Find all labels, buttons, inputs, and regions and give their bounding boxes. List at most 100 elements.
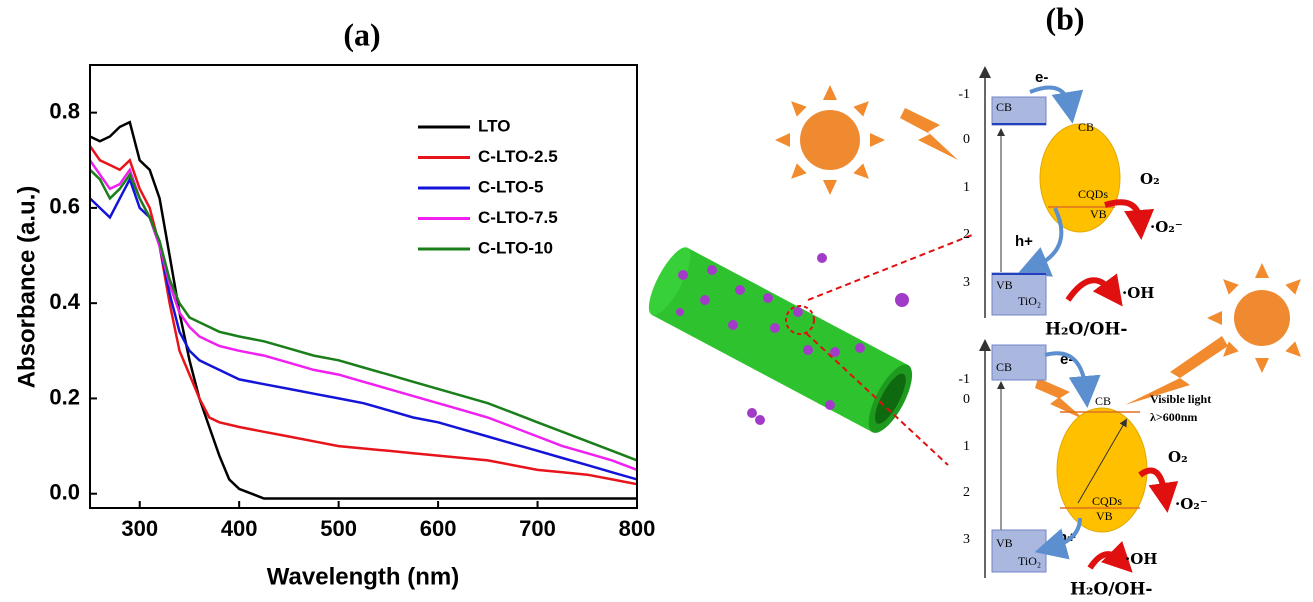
- dot: [676, 308, 684, 316]
- body: (a) Wavelength (nm) Absorbance (a.u.) 0.…: [0, 0, 1313, 602]
- sun-disc: [1234, 290, 1290, 346]
- cb-label: CB: [996, 360, 1012, 374]
- y-tick-label: 0.8: [49, 98, 80, 123]
- y-axis-title: Absorbance (a.u.): [13, 186, 40, 389]
- legend-label: LTO: [478, 116, 510, 135]
- cqd-label: CQDs: [1078, 187, 1108, 201]
- dot: [855, 343, 865, 353]
- ray: [853, 163, 874, 184]
- oxidation-arrow: [1068, 280, 1112, 300]
- dot: [735, 285, 745, 295]
- dot: [728, 320, 738, 330]
- hydroxyl: ·OH: [1122, 284, 1154, 302]
- dot: [770, 323, 780, 333]
- cqd-label: CQDs: [1092, 494, 1122, 508]
- wavelength-label: λ>600nm: [1150, 410, 1197, 424]
- cqd: [1040, 124, 1120, 232]
- superoxide: ·O₂⁻: [1175, 495, 1208, 513]
- dot: [817, 253, 827, 263]
- level-label: 2: [963, 485, 970, 500]
- ray: [1255, 358, 1269, 373]
- zoom-line: [808, 235, 972, 300]
- tio2-label: TiO₂: [1018, 554, 1041, 568]
- vb-label: VB: [996, 278, 1013, 292]
- water: H₂O/OH-: [1070, 580, 1152, 600]
- ray: [786, 96, 807, 117]
- series-line: [90, 146, 637, 484]
- dot: [763, 293, 773, 303]
- superoxide: ·O₂⁻: [1150, 218, 1183, 236]
- oxidation-arrow: [1090, 554, 1120, 568]
- x-tick-label: 400: [221, 516, 258, 541]
- lightning: [900, 108, 958, 160]
- y-tick-label: 0.4: [49, 289, 80, 314]
- vb-label: VB: [996, 536, 1013, 550]
- level-label: 3: [963, 275, 970, 290]
- hole: h+: [1015, 233, 1033, 250]
- ray: [823, 180, 837, 195]
- diagram: (b): [641, 0, 1306, 599]
- dot: [700, 295, 710, 305]
- level-label: 0: [963, 392, 970, 407]
- water: H₂O/OH-: [1045, 320, 1127, 340]
- y-tick-label: 0.2: [49, 384, 80, 409]
- panel-label: (b): [1045, 0, 1084, 36]
- x-tick-label: 500: [320, 516, 357, 541]
- plot: 0.0 0.2 0.4 0.6 0.8 300 400 500 600 700 800 LTO C-LT…: [49, 98, 655, 540]
- ray: [823, 85, 837, 100]
- dot: [895, 293, 909, 307]
- hole-arrow: [1032, 208, 1061, 268]
- ray: [1285, 341, 1306, 362]
- x-axis-title: Wavelength (nm): [267, 563, 459, 590]
- level-label: 2: [963, 227, 970, 242]
- hydroxyl: ·OH: [1125, 550, 1157, 568]
- figure: (a) Wavelength (nm) Absorbance (a.u.) 0.…: [0, 0, 1313, 602]
- level-label: 1: [963, 439, 970, 454]
- tio2-label: TiO₂: [1018, 294, 1041, 308]
- vb-label: VB: [1096, 509, 1113, 523]
- sun-disc: [800, 110, 860, 170]
- x-tick-label: 700: [519, 516, 556, 541]
- level-label: 0: [963, 132, 970, 147]
- electron: e-: [1035, 69, 1048, 86]
- dot: [747, 408, 757, 418]
- chart-title: (a): [343, 16, 380, 52]
- dot: [755, 415, 765, 425]
- vb-label: VB: [1090, 207, 1107, 221]
- ray: [1207, 311, 1222, 325]
- cb-label: CB: [1095, 394, 1111, 408]
- lightning: [1035, 378, 1085, 420]
- oxygen: O₂: [1140, 170, 1160, 188]
- cb-label: CB: [996, 100, 1012, 114]
- ray: [853, 96, 874, 117]
- legend-label: C-LTO-7.5: [478, 208, 558, 227]
- sun: [1207, 263, 1306, 373]
- cb-label: CB: [1078, 120, 1094, 134]
- tube-body: [652, 248, 908, 432]
- ray: [1255, 263, 1269, 278]
- y-tick-label: 0.0: [49, 480, 80, 505]
- dot: [803, 345, 813, 355]
- ray: [870, 133, 885, 147]
- page: {"chart_data": {"type": "line", "title":…: [0, 0, 1313, 602]
- legend-label: C-LTO-2.5: [478, 147, 558, 166]
- ray: [1285, 274, 1306, 295]
- x-tick-label: 800: [619, 516, 656, 541]
- dot: [825, 400, 835, 410]
- y-tick-label: 0.6: [49, 194, 80, 219]
- dot: [793, 307, 803, 317]
- light-label: Visible light: [1150, 392, 1211, 406]
- sun: [775, 85, 885, 195]
- level-label: 1: [963, 180, 970, 195]
- legend-label: C-LTO-10: [478, 238, 553, 257]
- dot: [707, 265, 717, 275]
- ray: [1218, 274, 1239, 295]
- x-tick-label: 300: [121, 516, 158, 541]
- ray: [775, 133, 790, 147]
- level-label: -1: [958, 87, 970, 102]
- dot: [678, 270, 688, 280]
- oxygen: O₂: [1168, 448, 1188, 466]
- x-tick-label: 600: [420, 516, 457, 541]
- ray: [786, 163, 807, 184]
- legend-label: C-LTO-5: [478, 177, 543, 196]
